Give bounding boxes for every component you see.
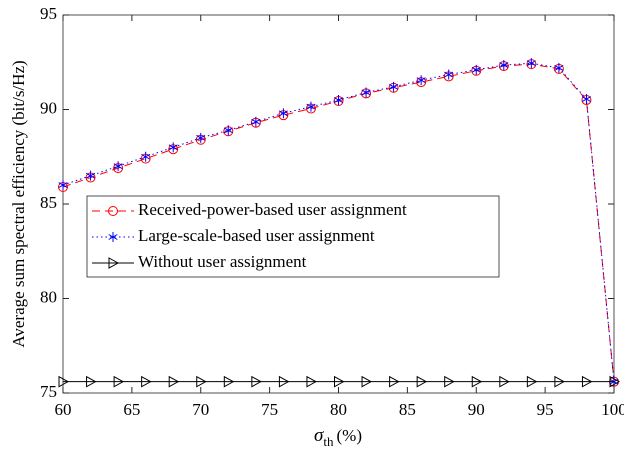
marker-stroke [416,77,426,84]
y-tick-label: 95 [40,4,57,23]
marker [196,132,206,143]
marker [609,375,621,388]
marker [471,64,481,75]
marker [333,95,344,106]
marker [278,108,288,119]
marker [108,257,120,269]
marker [58,375,70,388]
marker-stroke [85,172,96,179]
x-axis-unit: (%) [337,426,362,445]
marker [306,375,317,388]
marker-stroke [306,103,316,110]
marker-stroke [499,62,509,69]
x-tick-label: 90 [468,400,485,419]
marker [113,375,125,388]
x-tick-label: 100 [601,400,624,419]
marker [85,170,96,181]
x-axis-subscript: th [323,434,334,449]
y-tick-label: 80 [40,287,57,306]
marker-stroke [581,96,592,103]
legend-label: Without user assignment [138,252,307,271]
legend-label: Received-power-based user assignment [138,200,407,219]
marker [416,75,426,86]
marker [389,375,400,388]
x-tick-label: 85 [399,400,416,419]
marker-stroke [223,127,233,134]
marker-stroke [141,153,151,160]
marker [554,62,564,73]
marker [526,58,536,69]
x-tick-label: 60 [55,400,72,419]
marker [306,101,316,112]
marker-stroke [333,97,344,103]
marker [168,375,180,388]
marker [361,375,373,388]
x-tick-label: 75 [261,400,278,419]
marker-stroke [471,66,481,73]
marker [278,375,290,388]
marker-stroke [278,110,288,117]
marker-stroke [526,60,536,67]
x-tick-label: 65 [123,400,140,419]
x-tick-label: 80 [330,400,347,419]
marker [444,69,454,80]
marker [471,375,483,388]
y-tick-label: 75 [40,382,57,401]
marker [334,375,345,388]
marker [499,60,509,71]
marker-stroke [108,234,118,240]
marker [389,81,399,92]
legend-box [86,195,500,278]
marker-stroke [113,163,123,170]
marker [444,375,455,388]
marker [251,375,262,388]
marker [86,375,97,388]
marker [108,232,118,242]
marker [113,161,123,172]
y-axis-label: Average sum spectral efficiency (bit/s/H… [9,60,28,347]
marker [108,206,118,216]
x-axis-label: σth (%) [314,425,362,449]
marker [141,375,152,388]
marker [581,94,592,105]
marker-stroke [196,134,206,141]
marker-stroke [389,83,399,90]
marker [168,142,178,153]
marker-stroke [168,144,178,151]
marker [223,375,235,388]
marker-stroke [554,64,564,71]
x-tick-label: 95 [537,400,554,419]
marker [416,375,428,388]
marker [58,180,68,191]
marker-stroke [251,118,261,125]
marker [554,375,565,388]
marker [499,375,510,388]
marker [251,116,261,127]
marker [196,375,207,388]
marker [141,151,151,162]
marker [361,87,371,98]
legend-label: Large-scale-based user assignment [138,226,375,245]
x-axis-symbol: σ [314,425,324,446]
marker-stroke [444,71,454,78]
x-tick-label: 70 [192,400,209,419]
marker-stroke [58,182,68,189]
y-tick-label: 90 [40,98,57,117]
y-tick-label: 85 [40,193,57,212]
marker-stroke [361,89,371,96]
marker [526,375,538,388]
marker [581,375,593,388]
marker [223,125,233,136]
